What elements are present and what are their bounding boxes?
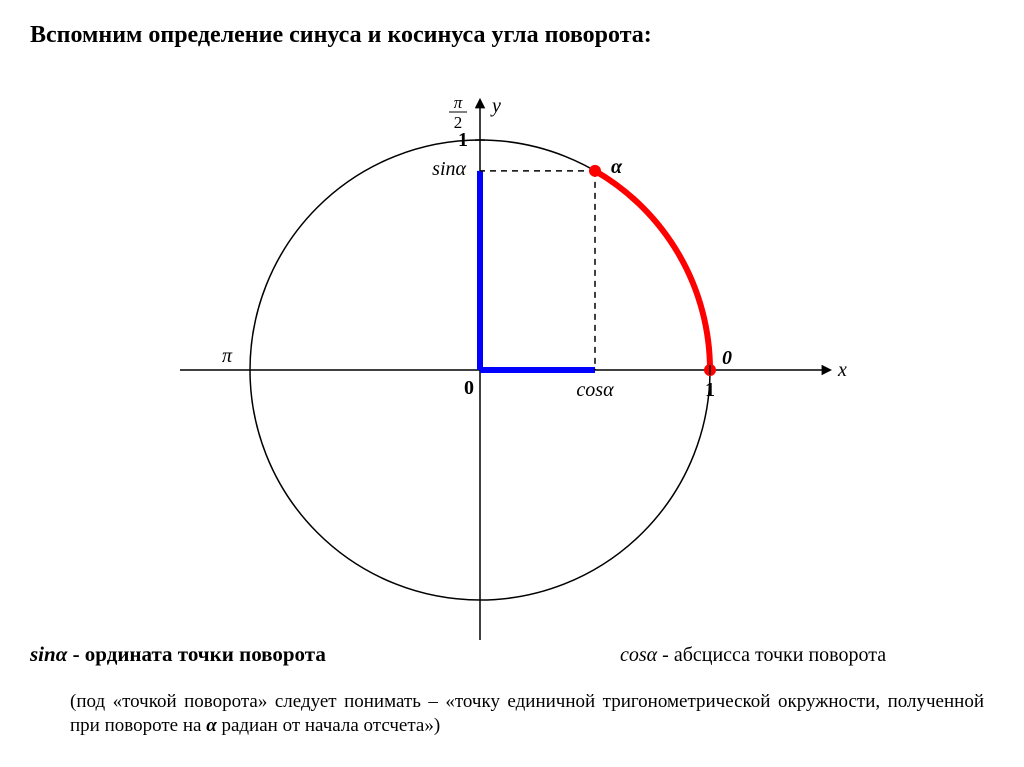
caption-cos: cosα - абсцисса точки поворота xyxy=(620,644,886,667)
y-axis-label: y xyxy=(490,95,501,117)
caption-cos-rest: - абсцисса точки поворота xyxy=(657,644,886,666)
alpha-symbol: α xyxy=(647,644,658,666)
cos-alpha-label: cosα xyxy=(576,379,614,401)
caption-cos-prefix: cos xyxy=(620,644,647,666)
caption-sin-prefix: sin xyxy=(30,642,56,666)
pi-label: π xyxy=(222,345,233,367)
origin-zero: 0 xyxy=(464,377,474,399)
unit-circle-diagram: yxππ20110αsinαcosα xyxy=(0,70,1024,650)
one-x-label: 1 xyxy=(705,379,715,401)
caption-sin-rest: - ордината точки поворота xyxy=(67,642,326,666)
one-y-label: 1 xyxy=(458,129,468,151)
start-zero-label: 0 xyxy=(722,347,732,369)
alpha-symbol: α xyxy=(56,642,68,666)
pi-over-2-num: π xyxy=(454,93,463,112)
alpha-label: α xyxy=(611,156,623,178)
angle-point xyxy=(589,165,601,177)
footnote-part2: радиан от начала отсчета») xyxy=(217,715,440,736)
page-title: Вспомним определение синуса и косинуса у… xyxy=(30,22,652,49)
x-axis-label: x xyxy=(837,359,847,381)
caption-sin: sinα - ордината точки поворота xyxy=(30,642,326,667)
footnote: (под «точкой поворота» следует понимать … xyxy=(70,690,984,738)
rotation-arc xyxy=(595,171,710,370)
sin-alpha-label: sinα xyxy=(432,158,466,180)
page: Вспомним определение синуса и косинуса у… xyxy=(0,0,1024,767)
alpha-symbol: α xyxy=(206,715,217,736)
